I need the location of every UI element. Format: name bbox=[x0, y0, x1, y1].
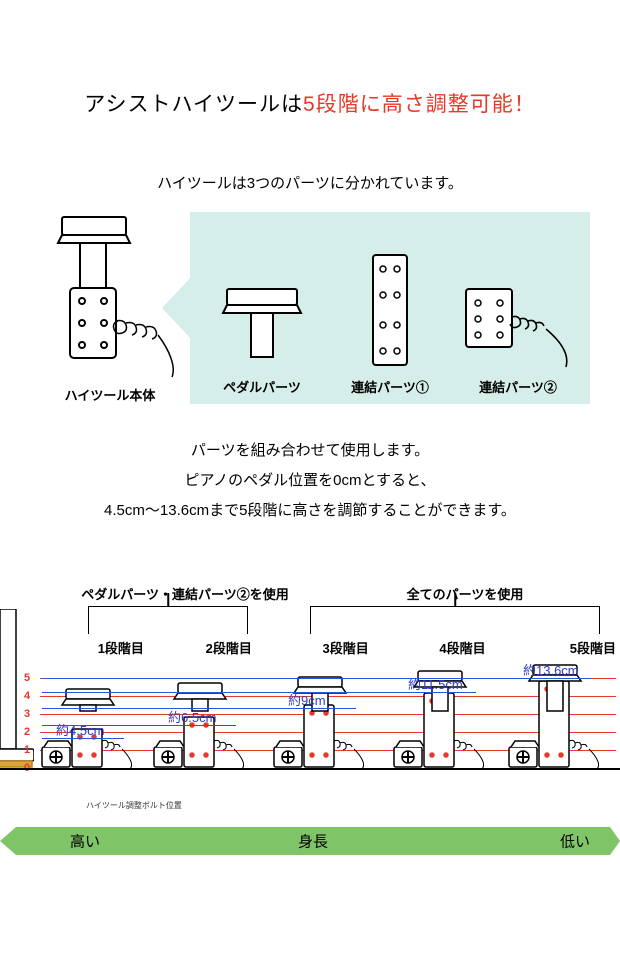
desc-line3: 4.5cm～13.6cmまで5段階に高さを調節することができます。 bbox=[0, 496, 620, 526]
value-label-2: 約6.5cm bbox=[168, 707, 216, 726]
link1-icon bbox=[365, 251, 415, 371]
bracket-right bbox=[310, 606, 600, 634]
title-prefix: アシストハイツールは bbox=[84, 93, 303, 116]
parts-panel: ペダルパーツ 連結パーツ① bbox=[190, 212, 590, 404]
group-right-label: 全てのパーツを使用 bbox=[310, 584, 620, 603]
ytick-4: 4 bbox=[24, 690, 30, 702]
plot: 012345 約4.5cm bbox=[0, 658, 620, 788]
value-label-5: 約13.6cm bbox=[523, 660, 579, 679]
stage3-label: 3段階目 bbox=[287, 638, 404, 657]
part-link2: 連結パーツ② bbox=[458, 281, 578, 396]
link1-label: 連結パーツ① bbox=[330, 377, 450, 396]
value-label-3: 約9cm bbox=[288, 690, 326, 709]
chart-area: ペダルパーツ・連結パーツ②を使用 全てのパーツを使用 1段階目 2段階目 3段階… bbox=[0, 584, 620, 830]
stage1-label: 1段階目 bbox=[71, 638, 170, 657]
ytick-2: 2 bbox=[24, 726, 30, 738]
value-label-1: 約4.5cm bbox=[56, 720, 104, 739]
part-link1: 連結パーツ① bbox=[330, 251, 450, 396]
group-labels: ペダルパーツ・連結パーツ②を使用 全てのパーツを使用 bbox=[0, 584, 620, 603]
bracket-left bbox=[88, 606, 248, 634]
stage2-label: 2段階目 bbox=[170, 638, 287, 657]
stage5-label: 5段階目 bbox=[521, 638, 620, 657]
desc-line1: パーツを組み合わせて使用します。 bbox=[0, 436, 620, 466]
stage-labels: 1段階目 2段階目 3段階目 4段階目 5段階目 bbox=[0, 638, 620, 657]
ytick-1: 1 bbox=[24, 744, 30, 756]
pedal-label: ペダルパーツ bbox=[202, 377, 322, 396]
value-label-4: 約11.5cm bbox=[408, 674, 463, 693]
part-pedal: ペダルパーツ bbox=[202, 285, 322, 396]
link2-label: 連結パーツ② bbox=[458, 377, 578, 396]
part-main: ハイツール本体 bbox=[30, 211, 190, 404]
page-title: アシストハイツールは5段階に高さ調整可能！ bbox=[0, 88, 620, 118]
desc-line2: ピアノのペダル位置を0cmとすると、 bbox=[0, 466, 620, 496]
height-right: 低い bbox=[560, 831, 590, 852]
ytick-5: 5 bbox=[24, 672, 30, 684]
subtitle: ハイツールは3つのパーツに分かれています。 bbox=[0, 172, 620, 193]
title-accent: 5段階に高さ調整可能！ bbox=[303, 93, 536, 116]
part-main-label: ハイツール本体 bbox=[30, 385, 190, 404]
link2-icon bbox=[458, 281, 578, 371]
pedal-part-icon bbox=[217, 285, 307, 371]
height-left: 高い bbox=[70, 831, 100, 852]
stage-5 bbox=[507, 663, 603, 776]
height-center: 身長 bbox=[298, 831, 328, 852]
stage-2 bbox=[152, 681, 248, 776]
parts-row: ハイツール本体 ペダルパーツ bbox=[0, 211, 620, 404]
value-line bbox=[42, 678, 591, 679]
group-left-label: ペダルパーツ・連結パーツ②を使用 bbox=[0, 584, 310, 603]
hightool-body-icon bbox=[40, 211, 180, 381]
height-bar: 高い 身長 低い bbox=[16, 827, 610, 855]
stage4-label: 4段階目 bbox=[404, 638, 521, 657]
ytick-3: 3 bbox=[24, 708, 30, 720]
bolt-note: ハイツール調整ボルト位置 bbox=[86, 800, 182, 811]
description: パーツを組み合わせて使用します。 ピアノのペダル位置を0cmとすると、 4.5c… bbox=[0, 436, 620, 526]
